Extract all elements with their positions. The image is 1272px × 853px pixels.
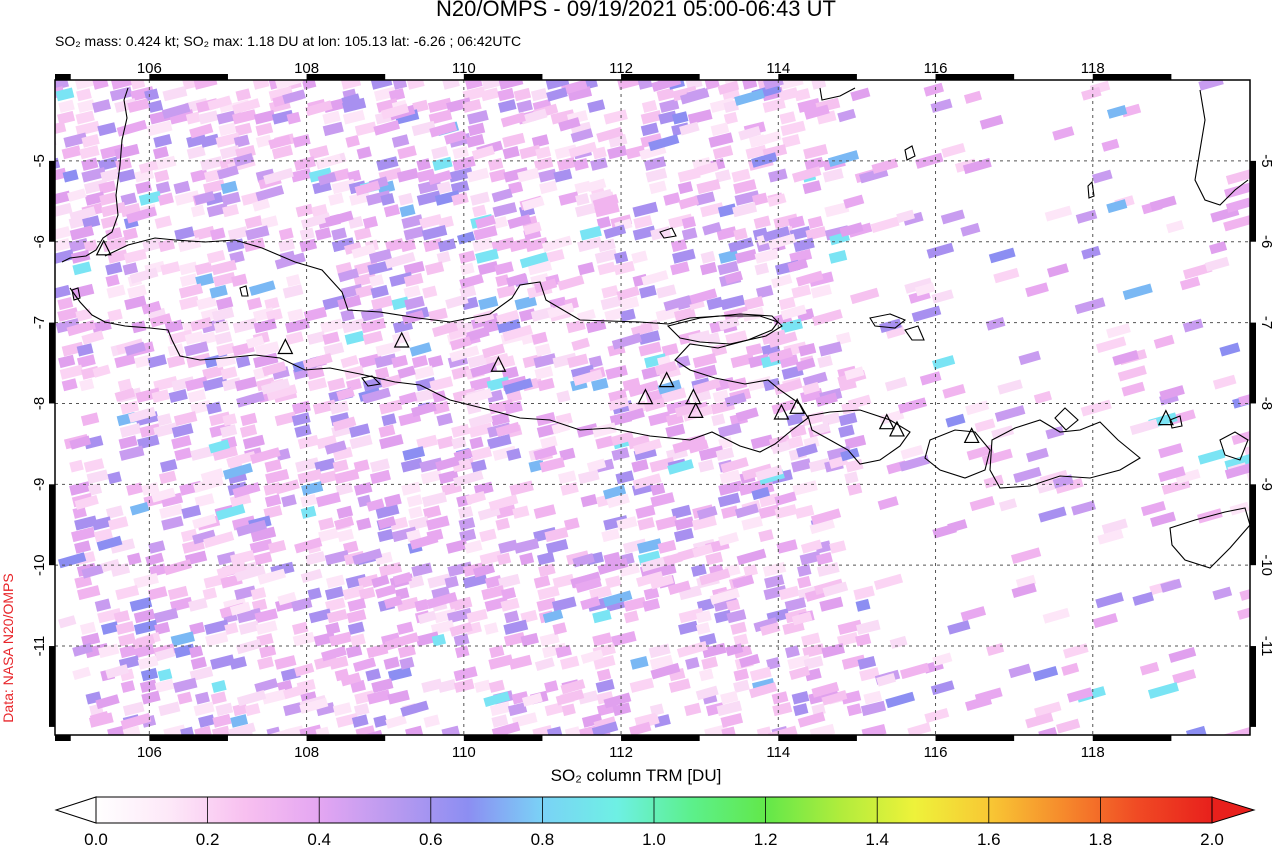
- lon-tick-bottom-4: 114: [766, 744, 790, 761]
- lon-tick-top-4: 114: [766, 60, 790, 77]
- coast-sumatra: [61, 87, 129, 263]
- volcano-marker-4: [637, 388, 654, 405]
- volcano-marker-2: [393, 331, 410, 348]
- lon-tick-top-3: 112: [609, 60, 633, 77]
- so2-pixel-layer: [55, 80, 1250, 735]
- colorbar-label: SO₂ column TRM [DU]: [550, 766, 722, 785]
- colorbar: [54, 796, 1256, 824]
- colorbar-tick-6: 1.2: [753, 830, 778, 849]
- volcano-marker-8: [773, 403, 790, 420]
- lat-tick-right-3: -8: [1258, 397, 1272, 410]
- lat-tick-right-1: -6: [1258, 235, 1272, 248]
- coast-sulawesi: [1194, 89, 1249, 206]
- lat-tick-left-6: -11: [31, 636, 48, 657]
- volcano-marker-12: [963, 427, 980, 444]
- volcano-marker-6: [685, 388, 702, 405]
- coast-madura: [666, 313, 783, 345]
- lat-tick-left-2: -7: [31, 316, 48, 329]
- colorbar-under-arrow: [54, 796, 97, 824]
- coast-java: [69, 237, 809, 453]
- volcano-marker-10: [878, 413, 895, 430]
- lat-tick-right-5: -10: [1258, 554, 1272, 576]
- colorbar-tick-5: 1.0: [642, 830, 666, 849]
- colorbar-tick-8: 1.6: [976, 830, 1001, 849]
- lat-tick-right-4: -9: [1258, 478, 1272, 491]
- colorbar-tick-2: 0.4: [307, 830, 332, 849]
- lon-tick-bottom-1: 108: [294, 744, 319, 761]
- lon-tick-bottom-5: 116: [924, 744, 948, 761]
- lon-tick-top-2: 110: [452, 60, 476, 77]
- coast-lombok: [924, 429, 991, 479]
- lat-tick-left-4: -9: [31, 478, 48, 491]
- lat-tick-left-5: -10: [31, 554, 48, 576]
- map-title: N20/OMPS - 09/19/2021 05:00-06:43 UT: [436, 0, 836, 21]
- lon-tick-bottom-0: 106: [137, 744, 162, 761]
- volcano-marker-11: [889, 420, 905, 437]
- lon-tick-top-5: 116: [924, 60, 948, 77]
- volcano-marker-5: [658, 371, 675, 388]
- lon-tick-bottom-2: 110: [452, 744, 476, 761]
- colorbar-tick-7: 1.4: [865, 830, 890, 849]
- lon-tick-top-6: 118: [1081, 60, 1105, 77]
- volcano-marker-3: [490, 355, 507, 372]
- colorbar-tick-0: 0.0: [84, 830, 108, 849]
- colorbar-tick-4: 0.8: [530, 830, 555, 849]
- colorbar-tick-10: 2.0: [1200, 830, 1224, 849]
- lon-tick-bottom-3: 112: [609, 744, 633, 761]
- lon-tick-bottom-6: 118: [1081, 744, 1105, 761]
- volcano-marker-13: [1157, 409, 1174, 426]
- colorbar-tick-1: 0.2: [195, 830, 220, 849]
- volcano-markers: [95, 239, 1174, 444]
- colorbar-tick-3: 0.6: [418, 830, 443, 849]
- volcano-marker-7: [687, 402, 704, 418]
- volcano-marker-0: [95, 239, 112, 256]
- axis-labels: 106 106 108 108 110 110 112 112 114 114 116 116 118 1…: [31, 60, 1272, 761]
- lon-tick-top-0: 106: [137, 60, 162, 77]
- colorbar-tick-9: 1.8: [1088, 830, 1113, 849]
- coast-sumbawa: [989, 419, 1141, 489]
- lat-tick-right-0: -5: [1258, 154, 1272, 167]
- lat-tick-left-1: -6: [31, 235, 48, 248]
- volcano-marker-9: [789, 397, 806, 414]
- lat-tick-left-0: -5: [31, 154, 48, 167]
- coast-borneo: [819, 87, 856, 101]
- coast-bali: [807, 409, 911, 465]
- lat-tick-right-2: -7: [1258, 316, 1272, 329]
- lat-tick-left-3: -8: [31, 397, 48, 410]
- coastlines: [61, 87, 1250, 569]
- lat-tick-right-6: -11: [1258, 636, 1272, 657]
- frame-scale-bars: [49, 74, 1256, 741]
- lon-tick-top-1: 108: [294, 60, 319, 77]
- coast-sumba: [1169, 507, 1250, 569]
- colorbar-over-arrow: [1211, 796, 1256, 824]
- map-subtitle: SO₂ mass: 0.424 kt; SO₂ max: 1.18 DU at …: [55, 33, 522, 49]
- volcano-marker-1: [277, 338, 294, 355]
